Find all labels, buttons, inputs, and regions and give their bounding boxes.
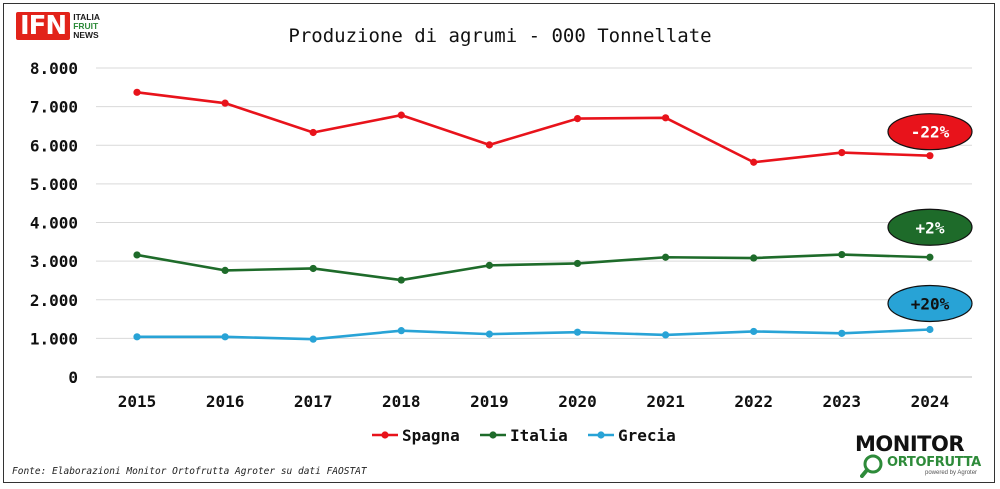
ifn-logo-line1: ITALIA (73, 11, 100, 22)
data-point-grecia (750, 327, 758, 336)
legend-marker-spagna (381, 431, 389, 439)
data-point-italia (133, 251, 141, 259)
data-point-grecia (221, 333, 229, 341)
data-point-spagna (485, 141, 493, 149)
data-point-spagna (397, 111, 405, 119)
series-line-grecia (137, 328, 930, 341)
x-tick-label: 2022 (734, 392, 773, 411)
data-point-italia (662, 253, 670, 261)
source-note: Fonte: Elaborazioni Monitor Ortofrutta A… (12, 466, 367, 477)
x-tick-label: 2021 (646, 392, 685, 411)
y-tick-label: 5.000 (30, 175, 78, 194)
x-tick-label: 2023 (823, 392, 862, 411)
change-badge-label-grecia: +20% (911, 294, 950, 313)
monitor-logo-sub: powered by Agroter (925, 470, 978, 476)
chart-title: Produzione di agrumi - 000 Tonnellate (288, 25, 711, 47)
y-tick-label: 6.000 (30, 136, 78, 155)
x-tick-label: 2018 (382, 392, 421, 411)
data-point-italia (926, 253, 934, 261)
chart-frame (3, 3, 995, 483)
data-point-italia (838, 250, 846, 259)
x-tick-label: 2019 (470, 392, 509, 411)
ifn-logo: IFN ITALIA FRUIT NEWS (16, 12, 100, 40)
data-point-grecia (926, 325, 934, 334)
y-tick-label: 3.000 (30, 252, 78, 271)
data-point-grecia (133, 333, 141, 341)
data-point-spagna (838, 148, 846, 157)
data-point-grecia (573, 328, 582, 336)
x-tick-label: 2015 (118, 392, 157, 411)
y-tick-label: 8.000 (30, 59, 78, 78)
change-badge-label-spagna: -22% (911, 123, 950, 142)
data-point-spagna (309, 128, 317, 137)
data-point-spagna (221, 99, 229, 107)
ifn-logo-mark: IFN (16, 12, 71, 40)
change-badge-label-italia: +2% (916, 218, 945, 237)
series-line-italia (136, 253, 930, 282)
data-point-grecia (309, 335, 317, 343)
data-point-italia (573, 259, 582, 268)
y-tick-label: 0 (68, 368, 78, 387)
x-tick-label: 2020 (558, 392, 597, 411)
data-point-italia (397, 276, 405, 284)
data-point-spagna (926, 152, 934, 160)
ifn-logo-text: ITALIA FRUIT NEWS (73, 11, 100, 40)
data-point-spagna (133, 88, 141, 96)
legend-label-spagna: Spagna (402, 426, 460, 445)
ifn-logo-line2: FRUIT (73, 20, 99, 31)
monitor-logo-top: MONITOR (855, 432, 965, 456)
change-badge-italia (887, 208, 973, 246)
ifn-logo-line3: NEWS (73, 29, 99, 40)
y-tick-label: 1.000 (30, 329, 78, 348)
data-point-italia (750, 254, 758, 262)
data-point-grecia (838, 329, 846, 337)
x-tick-label: 2017 (294, 392, 333, 411)
monitor-logo-bottom: ORTOFRUTTA (887, 455, 981, 470)
data-point-italia (309, 264, 317, 273)
y-tick-label: 7.000 (30, 98, 78, 117)
y-tick-label: 2.000 (30, 291, 78, 310)
legend-marker-grecia (597, 431, 605, 439)
x-tick-label: 2016 (206, 392, 245, 411)
data-point-spagna (573, 114, 582, 123)
data-point-spagna (662, 114, 670, 122)
magnifier-icon (860, 454, 883, 478)
change-badge-spagna (887, 113, 973, 151)
legend-label-italia: Italia (510, 426, 568, 445)
data-point-grecia (485, 330, 493, 338)
data-point-italia (485, 261, 493, 269)
series-line-spagna (136, 91, 930, 164)
legend-label-grecia: Grecia (618, 426, 676, 445)
y-tick-label: 4.000 (30, 214, 78, 233)
data-point-grecia (662, 331, 670, 339)
data-point-grecia (397, 327, 405, 335)
change-badge-grecia (887, 284, 973, 323)
legend-marker-italia (489, 431, 497, 439)
monitor-ortofrutta-logo: MONITOR ORTOFRUTTA powered by Agroter (855, 432, 990, 480)
x-tick-label: 2024 (911, 392, 950, 411)
data-point-spagna (750, 158, 758, 166)
data-point-italia (221, 266, 229, 274)
